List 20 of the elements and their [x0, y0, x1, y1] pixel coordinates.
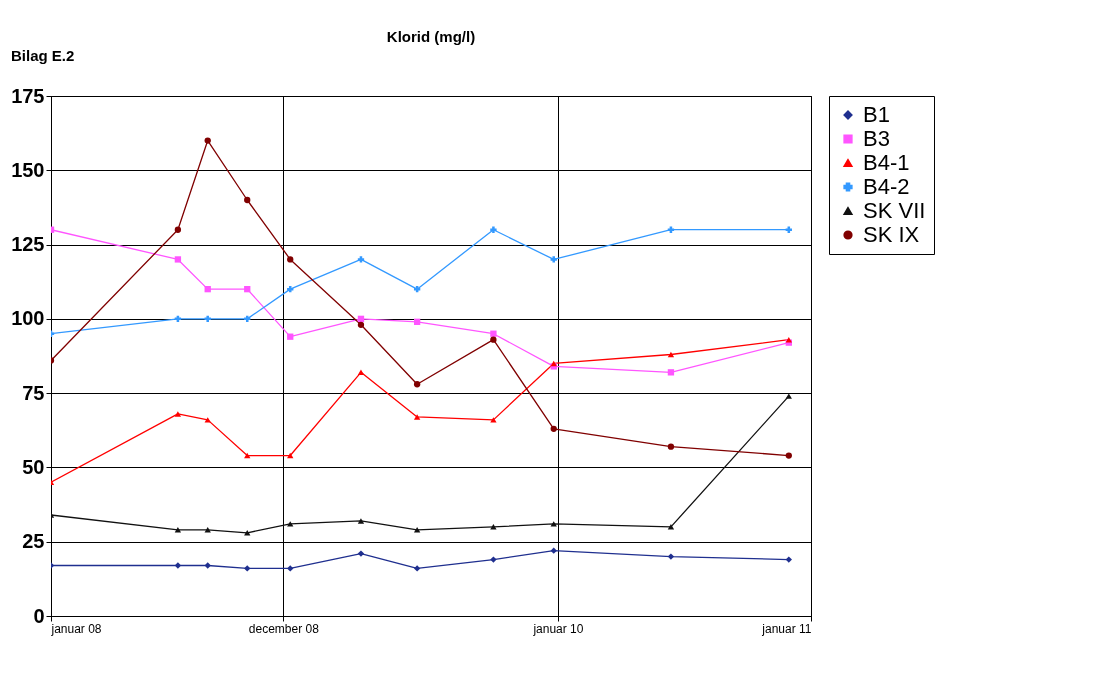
legend-label: B3	[863, 126, 890, 151]
text: Bilag E.2	[11, 47, 75, 64]
y-tick-label: 25	[22, 530, 45, 553]
x-tick-label: januar 10	[532, 621, 584, 636]
legend-label: B4-1	[863, 150, 910, 175]
y-tick-label: 50	[22, 455, 45, 478]
legend-label: SK VII	[863, 198, 926, 223]
y-tick-label: 75	[22, 381, 45, 404]
legend-label: B4-2	[863, 174, 910, 199]
legend-label: B1	[863, 102, 890, 127]
x-tick-label: december 08	[248, 621, 320, 636]
y-tick-label: 150	[11, 158, 45, 181]
y-tick-label: 100	[11, 307, 45, 330]
legend-label: SK IX	[863, 222, 920, 247]
y-tick-label: 0	[33, 604, 45, 627]
x-tick-label: januar 08	[50, 621, 102, 636]
y-tick-label: 175	[11, 84, 45, 107]
x-tick-label: januar 11	[761, 621, 812, 636]
chart-title: Klorid (mg/l)	[386, 28, 476, 45]
y-tick-label: 125	[11, 233, 45, 256]
